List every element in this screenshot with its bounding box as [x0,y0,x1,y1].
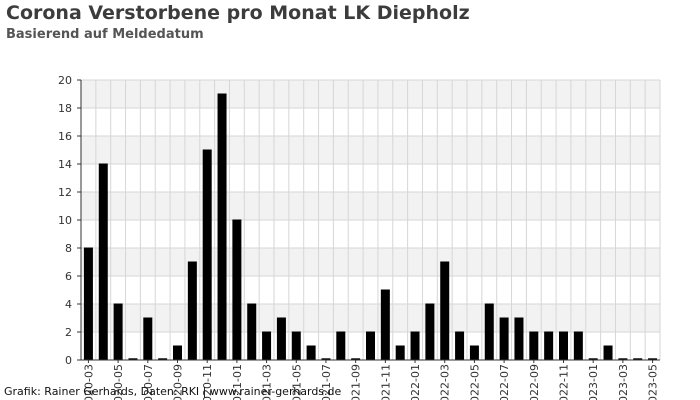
credit-footer: Grafik: Rainer Gerhards, Daten: RKI | ww… [4,385,342,398]
y-tick-label: 0 [65,354,72,367]
y-tick-label: 14 [58,158,72,171]
bar [217,93,227,361]
x-tick-label: 2022-05 [468,364,481,400]
bar [380,289,390,361]
bar [276,317,286,361]
x-tick-label: 2021-09 [350,364,363,400]
bar [469,345,479,361]
x-tick-label: 2023-03 [617,364,630,400]
bar [202,149,212,361]
bar [291,331,301,361]
y-tick-label: 16 [58,130,72,143]
grid-band [81,80,660,108]
bar [573,331,583,361]
bar [232,219,242,361]
x-tick-label: 2022-01 [409,364,422,400]
bar [425,303,435,361]
x-tick-label: 2020-11 [201,364,214,400]
x-tick-label: 2021-07 [320,364,333,400]
x-axis: 2020-03 2020-05 2020-07 2020-09 2020-11 2021-… [82,360,660,400]
bar [559,331,568,361]
y-tick-label: 18 [58,102,72,115]
bar [83,247,93,361]
y-axis: 0 2 4 6 8 10 12 14 16 18 20 [58,74,82,367]
chart-subtitle: Basierend auf Meldedatum [6,27,204,42]
bar [262,331,272,361]
plot-background [80,79,661,360]
bar [484,303,494,361]
x-tick-label: 2020-09 [172,364,185,400]
bar [529,331,539,361]
bar [603,345,613,361]
x-tick-label: 2021-01 [231,364,244,400]
x-tick-label: 2023-01 [587,364,600,400]
bar [514,317,524,361]
y-tick-label: 10 [58,214,72,227]
y-tick-label: 4 [65,298,72,311]
x-tick-label: 2023-05 [647,364,660,400]
x-tick-label: 2021-11 [379,364,392,400]
bar [499,317,509,361]
bar [410,331,420,361]
grid-band [81,304,660,332]
bar [455,331,465,361]
grid-band [81,248,660,276]
bar [98,163,108,361]
x-tick-label: 2022-03 [439,364,452,400]
y-tick-label: 12 [58,186,72,199]
bar [113,303,123,361]
bar [173,345,182,361]
x-tick-label: 2021-05 [290,364,303,400]
grid-band [81,192,660,220]
y-tick-label: 20 [58,74,72,87]
y-tick-label: 6 [65,270,72,283]
x-tick-label: 2020-05 [112,364,125,400]
bar [544,331,554,361]
grid-band [81,136,660,164]
y-tick-label: 8 [65,242,72,255]
x-tick-label: 2021-03 [261,364,274,400]
x-tick-label: 2020-07 [142,364,155,400]
bar [247,303,257,361]
y-tick-label: 2 [65,326,72,339]
x-tick-label: 2022-09 [528,364,541,400]
bar [306,345,316,361]
bar [143,317,153,361]
bar [336,331,346,361]
bar [395,345,405,361]
bar [366,331,375,361]
bar [440,261,450,361]
x-tick-label: 2022-07 [498,364,511,400]
x-tick-label: 2020-03 [82,364,95,400]
bar [187,261,197,361]
x-tick-label: 2022-11 [558,364,571,400]
chart-title: Corona Verstorbene pro Monat LK Diepholz [6,2,470,24]
